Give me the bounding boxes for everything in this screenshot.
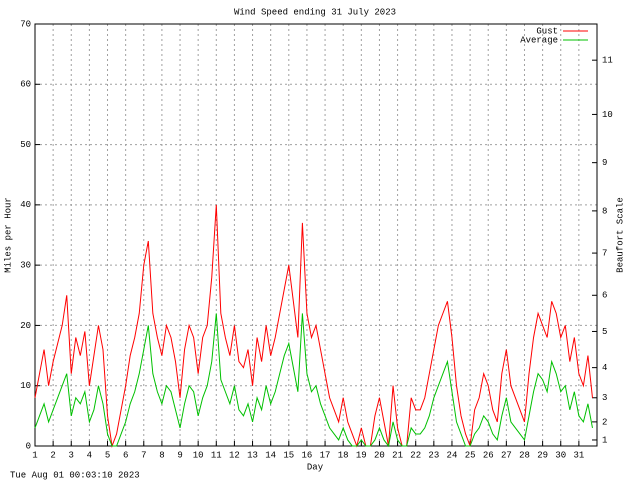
x-tick-label: 3 bbox=[69, 450, 74, 460]
series-line bbox=[34, 313, 593, 448]
y-axis-label: Miles per Hour bbox=[3, 197, 13, 273]
y2-tick-label: 9 bbox=[602, 158, 607, 168]
y-tick-label: 30 bbox=[20, 261, 31, 271]
y2-tick-label: 8 bbox=[602, 206, 607, 216]
y2-tick-label: 6 bbox=[602, 291, 607, 301]
x-tick-label: 20 bbox=[374, 450, 385, 460]
x-tick-label: 23 bbox=[428, 450, 439, 460]
x-tick-label: 26 bbox=[483, 450, 494, 460]
x-tick-label: 6 bbox=[123, 450, 128, 460]
x-tick-label: 30 bbox=[555, 450, 566, 460]
y2-tick-label: 5 bbox=[602, 327, 607, 337]
y-tick-label: 0 bbox=[26, 441, 31, 451]
x-tick-label: 11 bbox=[211, 450, 222, 460]
legend-label: Average bbox=[520, 35, 558, 45]
x-tick-label: 4 bbox=[87, 450, 92, 460]
x-tick-label: 1 bbox=[32, 450, 37, 460]
x-tick-label: 2 bbox=[50, 450, 55, 460]
y2-tick-label: 3 bbox=[602, 393, 607, 403]
y-tick-label: 70 bbox=[20, 19, 31, 29]
x-axis-label: Day bbox=[307, 462, 324, 472]
plot-frame bbox=[34, 23, 598, 447]
x-tick-label: 28 bbox=[519, 450, 530, 460]
y-tick-label: 10 bbox=[20, 381, 31, 391]
x-tick-label: 12 bbox=[229, 450, 240, 460]
x-tick-label: 10 bbox=[193, 450, 204, 460]
x-tick-label: 13 bbox=[247, 450, 258, 460]
x-tick-label: 17 bbox=[320, 450, 331, 460]
y2-tick-label: 2 bbox=[602, 417, 607, 427]
chart-title: Wind Speed ending 31 July 2023 bbox=[234, 7, 396, 17]
y-tick-label: 60 bbox=[20, 80, 31, 90]
x-tick-label: 14 bbox=[265, 450, 276, 460]
y-tick-label: 40 bbox=[20, 200, 31, 210]
y2-tick-label: 4 bbox=[602, 363, 607, 373]
x-tick-label: 5 bbox=[105, 450, 110, 460]
series-line bbox=[34, 204, 593, 448]
x-tick-label: 16 bbox=[302, 450, 313, 460]
x-tick-label: 18 bbox=[338, 450, 349, 460]
y-tick-label: 50 bbox=[20, 140, 31, 150]
x-tick-label: 22 bbox=[410, 450, 421, 460]
y-tick-label: 20 bbox=[20, 321, 31, 331]
x-tick-label: 7 bbox=[141, 450, 146, 460]
x-tick-label: 21 bbox=[392, 450, 403, 460]
y2-axis-label: Beaufort Scale bbox=[615, 197, 625, 273]
x-tick-label: 15 bbox=[283, 450, 294, 460]
y2-tick-label: 7 bbox=[602, 248, 607, 258]
x-tick-label: 9 bbox=[177, 450, 182, 460]
x-tick-label: 27 bbox=[501, 450, 512, 460]
y2-tick-label: 10 bbox=[602, 110, 613, 120]
x-tick-label: 8 bbox=[159, 450, 164, 460]
x-tick-label: 19 bbox=[356, 450, 367, 460]
y2-tick-label: 11 bbox=[602, 56, 613, 66]
footer: Tue Aug 01 00:03:10 2023 bbox=[10, 470, 140, 480]
x-tick-label: 31 bbox=[573, 450, 584, 460]
x-tick-label: 25 bbox=[465, 450, 476, 460]
x-tick-label: 24 bbox=[447, 450, 458, 460]
x-tick-label: 29 bbox=[537, 450, 548, 460]
legend-label: Gust bbox=[536, 26, 558, 36]
y2-tick-label: 1 bbox=[602, 435, 607, 445]
